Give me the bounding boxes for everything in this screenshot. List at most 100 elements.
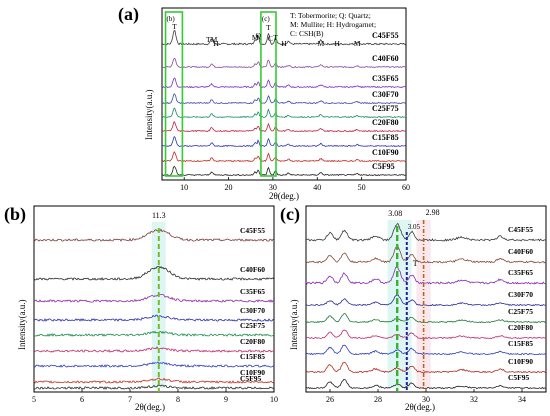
panel-a-series-line <box>161 120 407 133</box>
panel-c-series-line <box>305 329 547 340</box>
panel-b-series-label: C40F60 <box>240 265 265 274</box>
panel-c-series: C45F55 C40F60 C35F65 C30F70 C25F75 C20F80 C15F… <box>305 223 547 390</box>
panel-b-tick-label: 7 <box>128 395 132 404</box>
panel-c-series-C20F80: C20F80 <box>305 323 547 340</box>
panel-a-series-label: C25F75 <box>372 104 399 113</box>
panel-c-series-C40F60: C40F60 <box>305 246 547 264</box>
panel-c-x-ticks: 26 28 30 32 34 <box>326 389 526 404</box>
panel-b-series-C30F70: C30F70 <box>33 306 275 322</box>
panel-b-series-label: C15F85 <box>240 352 265 361</box>
panel-a-zoom-boxes: (b) (c) <box>164 11 277 177</box>
panel-a-series-C15F85: C15F85 <box>161 133 407 148</box>
panel-c-series-C5F95: C5F95 <box>305 373 547 390</box>
panel-a-peak-label: M <box>354 39 361 48</box>
panel-b-title: (b) <box>4 204 26 225</box>
panel-c-tick-label: 26 <box>326 395 334 404</box>
panel-b-series-line <box>33 384 275 391</box>
panel-a-tick-label: 40 <box>313 183 321 192</box>
panel-b-series-label: C5F95 <box>240 374 261 383</box>
panel-a-series-C10F90: C10F90 <box>161 148 407 163</box>
zoom-box-c <box>260 11 277 177</box>
panel-b-series-line <box>33 330 275 337</box>
panel-a-legend-line: T: Tobermorite; Q: Quartz; <box>290 11 371 20</box>
panel-a-series-line <box>161 136 407 148</box>
panel-c-series-label: C35F65 <box>508 268 533 277</box>
panel-b-series-label: C30F70 <box>240 306 265 315</box>
panel-a-title: (a) <box>118 4 139 25</box>
panel-a-tick-label: 60 <box>402 183 410 192</box>
panel-a-series-label: C35F65 <box>372 74 399 83</box>
panel-a-peak-label: Q <box>256 31 262 40</box>
panel-b-series-C40F60: C40F60 <box>33 265 275 281</box>
panel-b-series-label: C20F80 <box>240 337 265 346</box>
panel-b-series-C20F80: C20F80 <box>33 337 274 353</box>
panel-c-series-label: C5F95 <box>508 373 529 382</box>
panel-c-marker-label-3-08: 3.08 <box>388 209 402 218</box>
panel-c-series-C10F90: C10F90 <box>305 357 547 374</box>
panel-b-series-label: C10F90 <box>240 368 265 377</box>
panel-b-series-line <box>33 377 275 384</box>
panel-b-x-ticks: 5 6 7 8 9 10 <box>32 389 278 404</box>
panel-b-series-line <box>33 228 275 242</box>
panel-c-series-label: C25F75 <box>508 307 533 316</box>
panel-c-tick-label: 30 <box>422 395 430 404</box>
panel-c-series-label: C15F85 <box>508 339 533 348</box>
panel-a-series-line <box>161 30 407 46</box>
panel-a-series-label: C5F95 <box>372 162 395 171</box>
panel-a-series-label: C15F85 <box>372 133 399 142</box>
panel-b-tick-label: 6 <box>80 395 84 404</box>
panel-c-marker-label-t: T <box>413 259 418 268</box>
panel-a-series-line <box>161 57 406 69</box>
panel-a-series-line <box>161 77 407 89</box>
panel-b-series: C45F55 C40F60 C35F65 C30F70 C25F75 C20F80 C15F… <box>33 226 275 391</box>
panel-c-tick-label: 34 <box>518 395 526 404</box>
panel-b-x-label: 2θ(deg.) <box>135 402 165 412</box>
panel-a-tick-label: 10 <box>180 183 188 192</box>
panel-b-series-C35F65: C35F65 <box>34 287 274 303</box>
panel-b-series-line <box>34 294 274 303</box>
panel-c-tick-label: 32 <box>470 395 478 404</box>
panel-c-marker-label-2-98: 2.98 <box>426 208 440 217</box>
panel-c-series-line <box>305 344 547 356</box>
panel-a-series-C20F80: C20F80 <box>161 118 407 133</box>
panel-a-series-label: C45F55 <box>372 31 399 40</box>
panel-c-series-line <box>305 246 547 264</box>
panel-a-series-label: C10F90 <box>372 148 399 157</box>
zoom-box-b <box>164 11 184 177</box>
panel-c-series-line <box>305 378 547 390</box>
panel-b-series-line <box>33 266 275 281</box>
panel-c-series-line <box>305 313 547 324</box>
panel-a-series-label: C30F70 <box>372 90 399 99</box>
panel-c-series-line <box>305 223 546 242</box>
panel-c-series-line <box>305 361 547 374</box>
panel-c-peak-markers: 3.08 3.05 T 2.98 <box>388 208 440 392</box>
panel-a-series-label: C40F60 <box>372 54 399 63</box>
panel-a-x-label: 2θ(deg.) <box>269 191 299 201</box>
panel-b-series-C10F90: C10F90 <box>33 368 275 384</box>
panel-b-tick-label: 9 <box>224 395 228 404</box>
panel-b-series-line <box>33 346 274 353</box>
panel-a-series-C30F70: C30F70 <box>161 90 407 105</box>
panel-a-series-C5F95: C5F95 <box>161 162 407 177</box>
panel-a-legend: T: Tobermorite; Q: Quartz;M: Mullite; H:… <box>290 11 376 38</box>
panel-a-series-line <box>161 107 407 119</box>
panel-a-series-C40F60: C40F60 <box>161 54 406 69</box>
panel-b-peak-label: 11.3 <box>152 211 166 220</box>
panel-c: (c) C45F55 C40F60 C35F65 C30F70 C25F75 C20F80… <box>280 204 547 412</box>
panel-c-series-C45F55: C45F55 <box>305 223 546 242</box>
panel-b-series-label: C45F55 <box>240 226 265 235</box>
panel-a-peak-label: M <box>252 33 259 42</box>
panel-a-legend-line: C: CSH(B) <box>290 29 324 38</box>
panel-a-series-C45F55: C45F55 <box>161 30 407 46</box>
panel-a-series-label: C20F80 <box>372 118 399 127</box>
panel-a-peak-label: M <box>317 39 324 48</box>
panel-c-tick-label: 28 <box>374 395 382 404</box>
panel-b-y-label: Intensity(a.u.) <box>17 300 27 350</box>
panel-a-tick-label: 50 <box>358 183 366 192</box>
panel-a-series: C45F55 C40F60 C35F65 C30F70 C25F75 C20F80 C15F… <box>161 30 407 177</box>
panel-c-series-label: C30F70 <box>508 290 533 299</box>
panel-c-highlight-band <box>387 220 412 388</box>
panel-a-peak-label: H <box>335 39 341 48</box>
